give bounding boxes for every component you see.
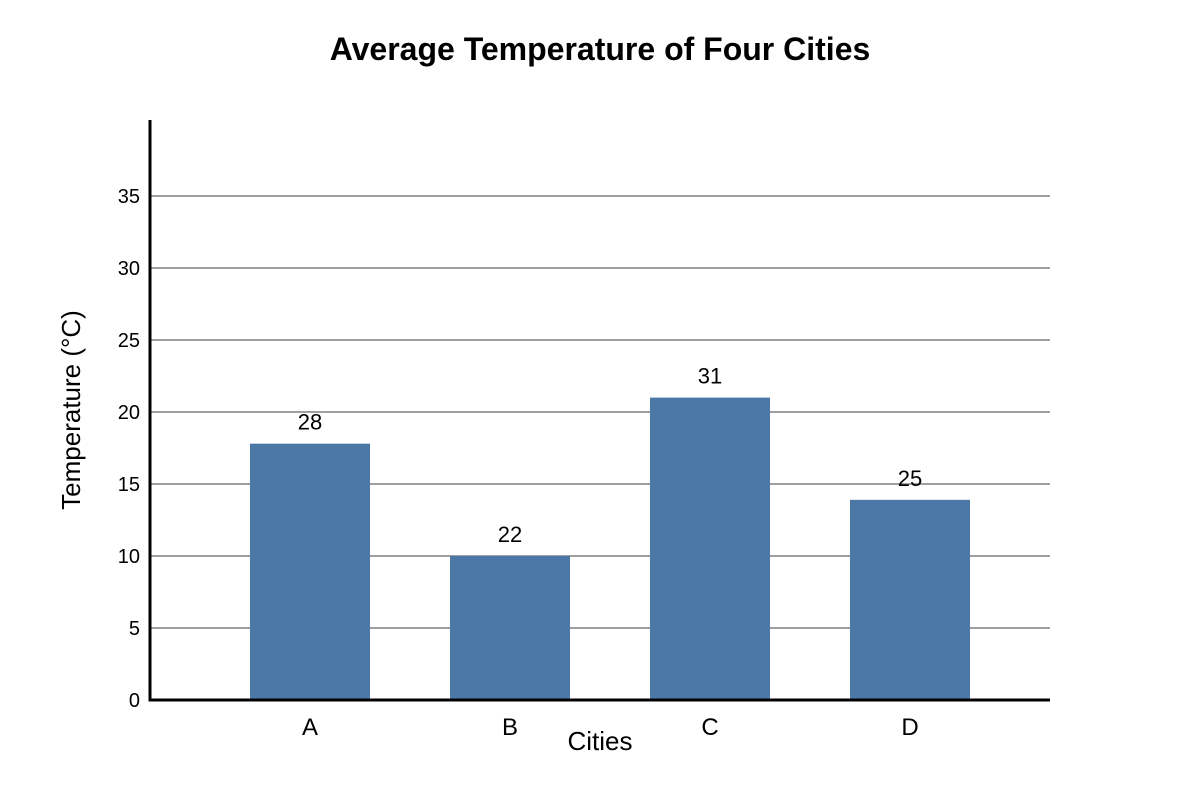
y-tick-label: 0 bbox=[129, 690, 140, 712]
data-label-C: 31 bbox=[698, 364, 722, 389]
data-labels: 28 22 31 25 bbox=[298, 364, 922, 547]
x-tick-label-B: B bbox=[502, 714, 518, 741]
x-tick-label-A: A bbox=[302, 714, 318, 741]
y-tick-label: 10 bbox=[118, 546, 140, 568]
bar-A bbox=[250, 443, 370, 700]
y-tick-label: 30 bbox=[118, 258, 140, 280]
x-tick-labels: A B C D bbox=[302, 714, 919, 741]
bar-B bbox=[450, 556, 570, 700]
y-tick-label: 15 bbox=[118, 474, 140, 496]
bar-C bbox=[650, 397, 770, 700]
chart-title: Average Temperature of Four Cities bbox=[330, 31, 871, 67]
x-tick-label-C: C bbox=[701, 714, 718, 741]
data-label-A: 28 bbox=[298, 410, 322, 435]
y-tick-label: 25 bbox=[118, 330, 140, 352]
bars bbox=[250, 397, 970, 700]
x-axis-label: Cities bbox=[567, 726, 632, 756]
bar-D bbox=[850, 499, 970, 700]
y-tick-labels: 0 5 10 15 20 25 30 35 bbox=[118, 186, 140, 712]
y-tick-label: 35 bbox=[118, 186, 140, 208]
data-label-B: 22 bbox=[498, 522, 522, 547]
data-label-D: 25 bbox=[898, 466, 922, 491]
y-axis-label: Temperature (°C) bbox=[56, 310, 86, 510]
y-tick-label: 20 bbox=[118, 402, 140, 424]
y-tick-label: 5 bbox=[129, 618, 140, 640]
x-tick-label-D: D bbox=[901, 714, 918, 741]
